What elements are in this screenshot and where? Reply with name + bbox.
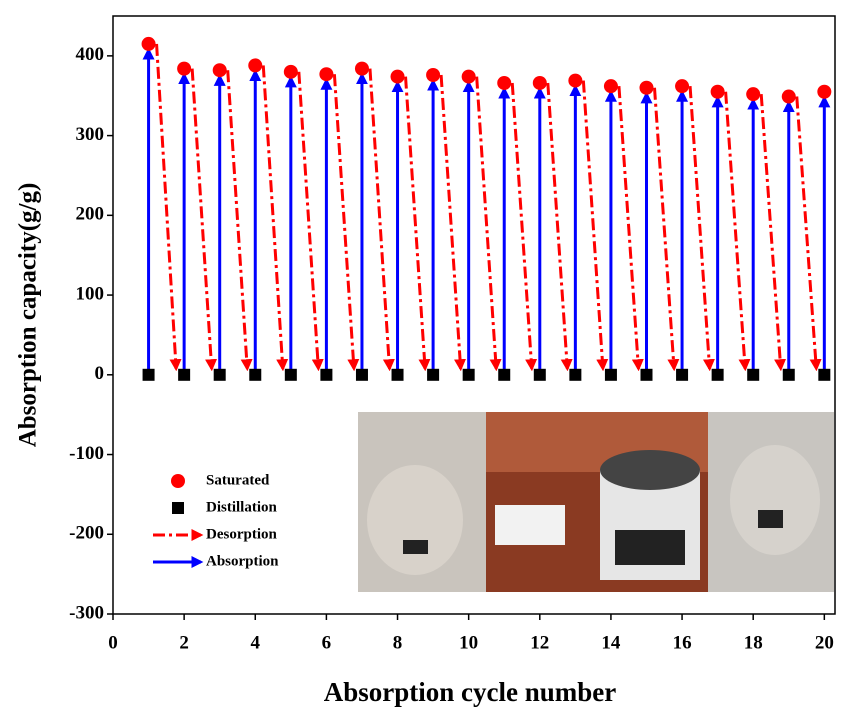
desorption-arrow: [192, 69, 212, 369]
distillation-point: [640, 369, 652, 381]
saturated-point: [213, 63, 227, 77]
desorption-arrow: [228, 70, 248, 369]
y-tick-label: 400: [76, 44, 105, 65]
desorption-arrow: [441, 75, 461, 369]
saturated-point: [817, 85, 831, 99]
desorption-arrow: [370, 69, 390, 369]
legend-label: Desorption: [206, 526, 277, 542]
distillation-point: [178, 369, 190, 381]
x-tick-label: 16: [673, 632, 692, 653]
saturated-point: [426, 68, 440, 82]
x-tick-label: 18: [744, 632, 763, 653]
saturated-point: [284, 65, 298, 79]
legend-label: Absorption: [206, 553, 279, 569]
x-tick-label: 14: [601, 632, 621, 653]
desorption-arrow: [334, 74, 354, 369]
saturated-point: [142, 37, 156, 51]
desorption-arrow: [797, 97, 817, 369]
y-tick-label: 100: [76, 283, 105, 304]
saturated-point: [604, 79, 618, 93]
x-axis-label: Absorption cycle number: [324, 677, 617, 707]
saturated-point: [782, 90, 796, 104]
saturated-point: [355, 62, 369, 76]
legend-label: Distillation: [206, 499, 277, 515]
saturated-point: [639, 81, 653, 95]
y-tick-label: -200: [69, 523, 104, 544]
desorption-arrow: [761, 94, 781, 369]
legend-marker: [172, 502, 184, 514]
x-tick-label: 20: [815, 632, 834, 653]
distillation-point: [249, 369, 261, 381]
desorption-arrow: [619, 86, 639, 369]
distillation-point: [427, 369, 439, 381]
distillation-point: [285, 369, 297, 381]
saturated-point: [746, 87, 760, 101]
desorption-arrow: [690, 86, 710, 369]
y-tick-label: 200: [76, 204, 105, 225]
x-tick-label: 2: [179, 632, 189, 653]
distillation-point: [143, 369, 155, 381]
y-axis-label: Absorption capacity(g/g): [15, 183, 42, 448]
saturated-point: [497, 76, 511, 90]
saturated-point: [319, 67, 333, 81]
x-tick-label: 8: [393, 632, 403, 653]
legend-label: Saturated: [206, 472, 270, 488]
saturated-point: [462, 70, 476, 84]
distillation-point: [356, 369, 368, 381]
desorption-arrow: [548, 83, 568, 369]
saturated-point: [177, 62, 191, 76]
saturated-point: [711, 85, 725, 99]
distillation-point: [712, 369, 724, 381]
y-tick-label: 300: [76, 124, 105, 145]
saturated-point: [533, 76, 547, 90]
desorption-arrow: [512, 83, 532, 369]
desorption-arrow: [157, 44, 177, 369]
y-tick-label: -300: [69, 602, 104, 623]
saturated-point: [568, 74, 582, 88]
desorption-arrow: [654, 88, 674, 369]
saturated-point: [248, 58, 262, 72]
distillation-point: [214, 369, 226, 381]
y-tick-label: 0: [95, 363, 105, 384]
distillation-point: [392, 369, 404, 381]
inset-photo: [358, 412, 834, 592]
y-tick-label: -100: [69, 443, 104, 464]
desorption-arrow: [299, 72, 319, 369]
distillation-point: [498, 369, 510, 381]
distillation-point: [605, 369, 617, 381]
distillation-point: [676, 369, 688, 381]
desorption-arrow: [726, 92, 746, 369]
distillation-point: [534, 369, 546, 381]
saturated-point: [391, 70, 405, 84]
distillation-point: [818, 369, 830, 381]
distillation-point: [569, 369, 581, 381]
legend-marker: [171, 474, 185, 488]
x-tick-label: 10: [459, 632, 478, 653]
x-tick-label: 0: [108, 632, 118, 653]
distillation-point: [463, 369, 475, 381]
distillation-point: [783, 369, 795, 381]
desorption-arrow: [583, 81, 603, 369]
x-tick-label: 12: [530, 632, 549, 653]
chart: Absorption cycle number Absorption capac…: [0, 0, 850, 711]
desorption-arrow: [477, 77, 497, 369]
distillation-point: [747, 369, 759, 381]
desorption-arrow: [406, 77, 426, 369]
x-tick-label: 6: [322, 632, 332, 653]
x-tick-label: 4: [251, 632, 261, 653]
desorption-arrow: [263, 65, 283, 368]
distillation-point: [320, 369, 332, 381]
saturated-point: [675, 79, 689, 93]
